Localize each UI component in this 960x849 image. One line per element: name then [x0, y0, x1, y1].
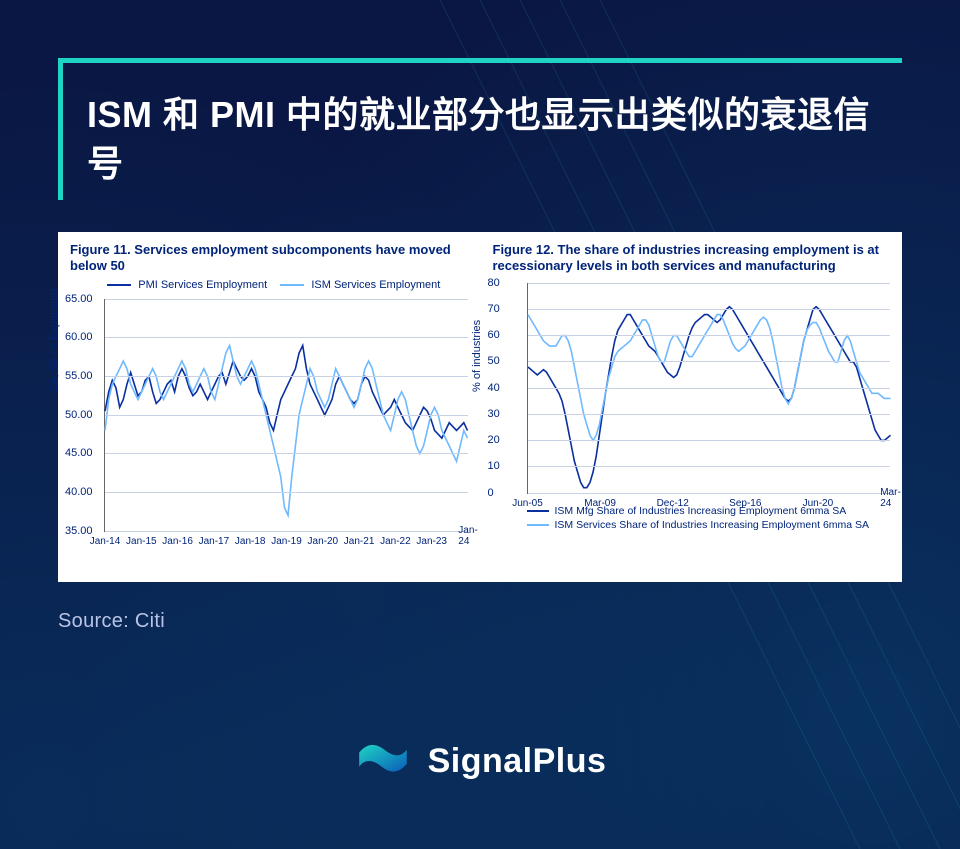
legend-swatch-mfg [527, 510, 549, 512]
xtick-label: Mar-09 [584, 498, 616, 509]
logo-text: SignalPlus [428, 742, 607, 781]
xtick-label: Jan-20 [308, 536, 339, 547]
ytick-label: 55.00 [65, 370, 93, 382]
figure-12: Figure 12. The share of industries incre… [480, 232, 903, 582]
xtick-label: Jan-24 [458, 525, 477, 547]
ytick-label: 50 [488, 355, 500, 367]
xtick-label: Jan-22 [380, 536, 411, 547]
xtick-label: Jan-18 [235, 536, 266, 547]
xtick-label: Jan-19 [271, 536, 302, 547]
xtick-label: Jan-21 [344, 536, 375, 547]
ytick-label: 70 [488, 303, 500, 315]
ytick-label: 40.00 [65, 486, 93, 498]
ytick-label: 60.00 [65, 331, 93, 343]
ytick-label: 80 [488, 277, 500, 289]
ytick-label: 20 [488, 434, 500, 446]
series-line [105, 345, 468, 515]
series-line [528, 314, 891, 440]
xtick-label: Mar-24 [880, 487, 901, 509]
figure-11-title: Figure 11. Services employment subcompon… [58, 232, 480, 277]
legend-label-pmi: PMI Services Employment [138, 279, 267, 291]
xtick-label: Jan-17 [199, 536, 230, 547]
logo-icon [354, 733, 410, 789]
legend-swatch-svc [527, 524, 549, 526]
figure-11-plot: 35.0040.0045.0050.0055.0060.0065.00Jan-1… [104, 299, 468, 532]
legend-label-ism: ISM Services Employment [311, 279, 440, 291]
xtick-label: Jun-20 [803, 498, 834, 509]
ytick-label: 0 [488, 487, 494, 499]
series-line [528, 306, 891, 487]
figure-12-title: Figure 12. The share of industries incre… [481, 232, 903, 277]
figure-12-plot: 01020304050607080Jun-05Mar-09Dec-12Sep-1… [527, 283, 891, 494]
ytick-label: 40 [488, 382, 500, 394]
ytick-label: 30 [488, 408, 500, 420]
ytick-label: 10 [488, 460, 500, 472]
xtick-label: Jan-23 [416, 536, 447, 547]
xtick-label: Sep-16 [729, 498, 761, 509]
legend-swatch-pmi [107, 284, 131, 286]
xtick-label: Dec-12 [657, 498, 689, 509]
figure-11: Figure 11. Services employment subcompon… [58, 232, 480, 582]
ytick-label: 65.00 [65, 293, 93, 305]
xtick-label: Jan-15 [126, 536, 157, 547]
xtick-label: Jan-16 [162, 536, 193, 547]
xtick-label: Jan-14 [90, 536, 121, 547]
legend-swatch-ism [280, 284, 304, 286]
legend-label-svc: ISM Services Share of Industries Increas… [555, 519, 870, 531]
ytick-label: 45.00 [65, 447, 93, 459]
figure-12-legend: ISM Mfg Share of Industries Increasing E… [481, 504, 903, 538]
ytick-label: 60 [488, 329, 500, 341]
title-card: ISM 和 PMI 中的就业部分也显示出类似的衰退信号 [58, 58, 902, 200]
charts-panel: Figure 11. Services employment subcompon… [58, 232, 902, 582]
figure-11-legend: PMI Services Employment ISM Services Emp… [58, 277, 480, 293]
ytick-label: 50.00 [65, 409, 93, 421]
source-label: Source: Citi [58, 610, 165, 633]
figure-11-ylabel: SA, 50 += Expansion [48, 289, 60, 392]
ytick-label: 35.00 [65, 525, 93, 537]
page-title: ISM 和 PMI 中的就业部分也显示出类似的衰退信号 [87, 91, 872, 188]
xtick-label: Jun-05 [512, 498, 543, 509]
brand-logo: SignalPlus [354, 733, 607, 789]
figure-12-ylabel: % of industries [471, 320, 483, 392]
